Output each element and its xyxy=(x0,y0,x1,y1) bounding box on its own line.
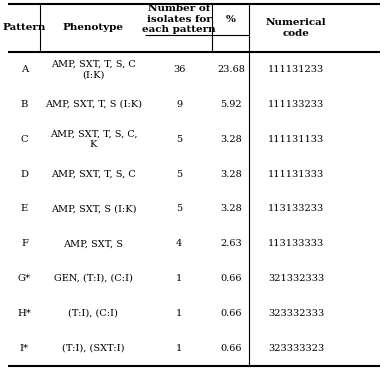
Text: 321332333: 321332333 xyxy=(268,274,324,283)
Text: G*: G* xyxy=(18,274,31,283)
Text: 111131333: 111131333 xyxy=(268,170,324,179)
Text: (T:I), (C:I): (T:I), (C:I) xyxy=(68,309,118,318)
Text: E: E xyxy=(21,204,28,213)
Text: 111133233: 111133233 xyxy=(268,100,324,109)
Text: 1: 1 xyxy=(176,344,182,352)
Text: 323332333: 323332333 xyxy=(268,309,324,318)
Text: Number of
isolates for
each pattern: Number of isolates for each pattern xyxy=(142,4,216,34)
Text: 0.66: 0.66 xyxy=(220,309,242,318)
Text: 36: 36 xyxy=(173,65,185,74)
Text: 0.66: 0.66 xyxy=(220,274,242,283)
Text: Phenotype: Phenotype xyxy=(63,23,124,32)
Text: A: A xyxy=(21,65,28,74)
Text: F: F xyxy=(21,239,28,248)
Text: GEN, (T:I), (C:I): GEN, (T:I), (C:I) xyxy=(54,274,133,283)
Text: 5.92: 5.92 xyxy=(220,100,242,109)
Text: 5: 5 xyxy=(176,170,182,179)
Text: (T:I), (SXT:I): (T:I), (SXT:I) xyxy=(62,344,124,352)
Text: 111131233: 111131233 xyxy=(268,65,324,74)
Text: 9: 9 xyxy=(176,100,182,109)
Text: 323333323: 323333323 xyxy=(268,344,324,352)
Text: C: C xyxy=(21,135,28,144)
Text: AMP, SXT, S (I:K): AMP, SXT, S (I:K) xyxy=(51,204,136,213)
Text: Pattern: Pattern xyxy=(3,23,46,32)
Text: 3.28: 3.28 xyxy=(220,204,242,213)
Text: 0.66: 0.66 xyxy=(220,344,242,352)
Text: 23.68: 23.68 xyxy=(217,65,245,74)
Text: D: D xyxy=(20,170,28,179)
Text: AMP, SXT, T, S, C
(I:K): AMP, SXT, T, S, C (I:K) xyxy=(51,60,136,80)
Text: 2.63: 2.63 xyxy=(220,239,242,248)
Text: AMP, SXT, T, S, C: AMP, SXT, T, S, C xyxy=(51,170,136,179)
Text: 111131133: 111131133 xyxy=(268,135,324,144)
Text: 5: 5 xyxy=(176,135,182,144)
Text: 3.28: 3.28 xyxy=(220,170,242,179)
Text: %: % xyxy=(226,15,236,24)
Text: 3.28: 3.28 xyxy=(220,135,242,144)
Text: 1: 1 xyxy=(176,274,182,283)
Text: H*: H* xyxy=(18,309,31,318)
Text: AMP, SXT, T, S, C,
K: AMP, SXT, T, S, C, K xyxy=(50,129,137,149)
Text: 5: 5 xyxy=(176,204,182,213)
Text: B: B xyxy=(21,100,28,109)
Text: Numerical
code: Numerical code xyxy=(266,18,327,38)
Text: 113133233: 113133233 xyxy=(268,204,324,213)
Text: AMP, SXT, S: AMP, SXT, S xyxy=(63,239,123,248)
Text: AMP, SXT, T, S (I:K): AMP, SXT, T, S (I:K) xyxy=(45,100,142,109)
Text: 1: 1 xyxy=(176,309,182,318)
Text: I*: I* xyxy=(20,344,29,352)
Text: 113133333: 113133333 xyxy=(268,239,324,248)
Text: 4: 4 xyxy=(176,239,182,248)
